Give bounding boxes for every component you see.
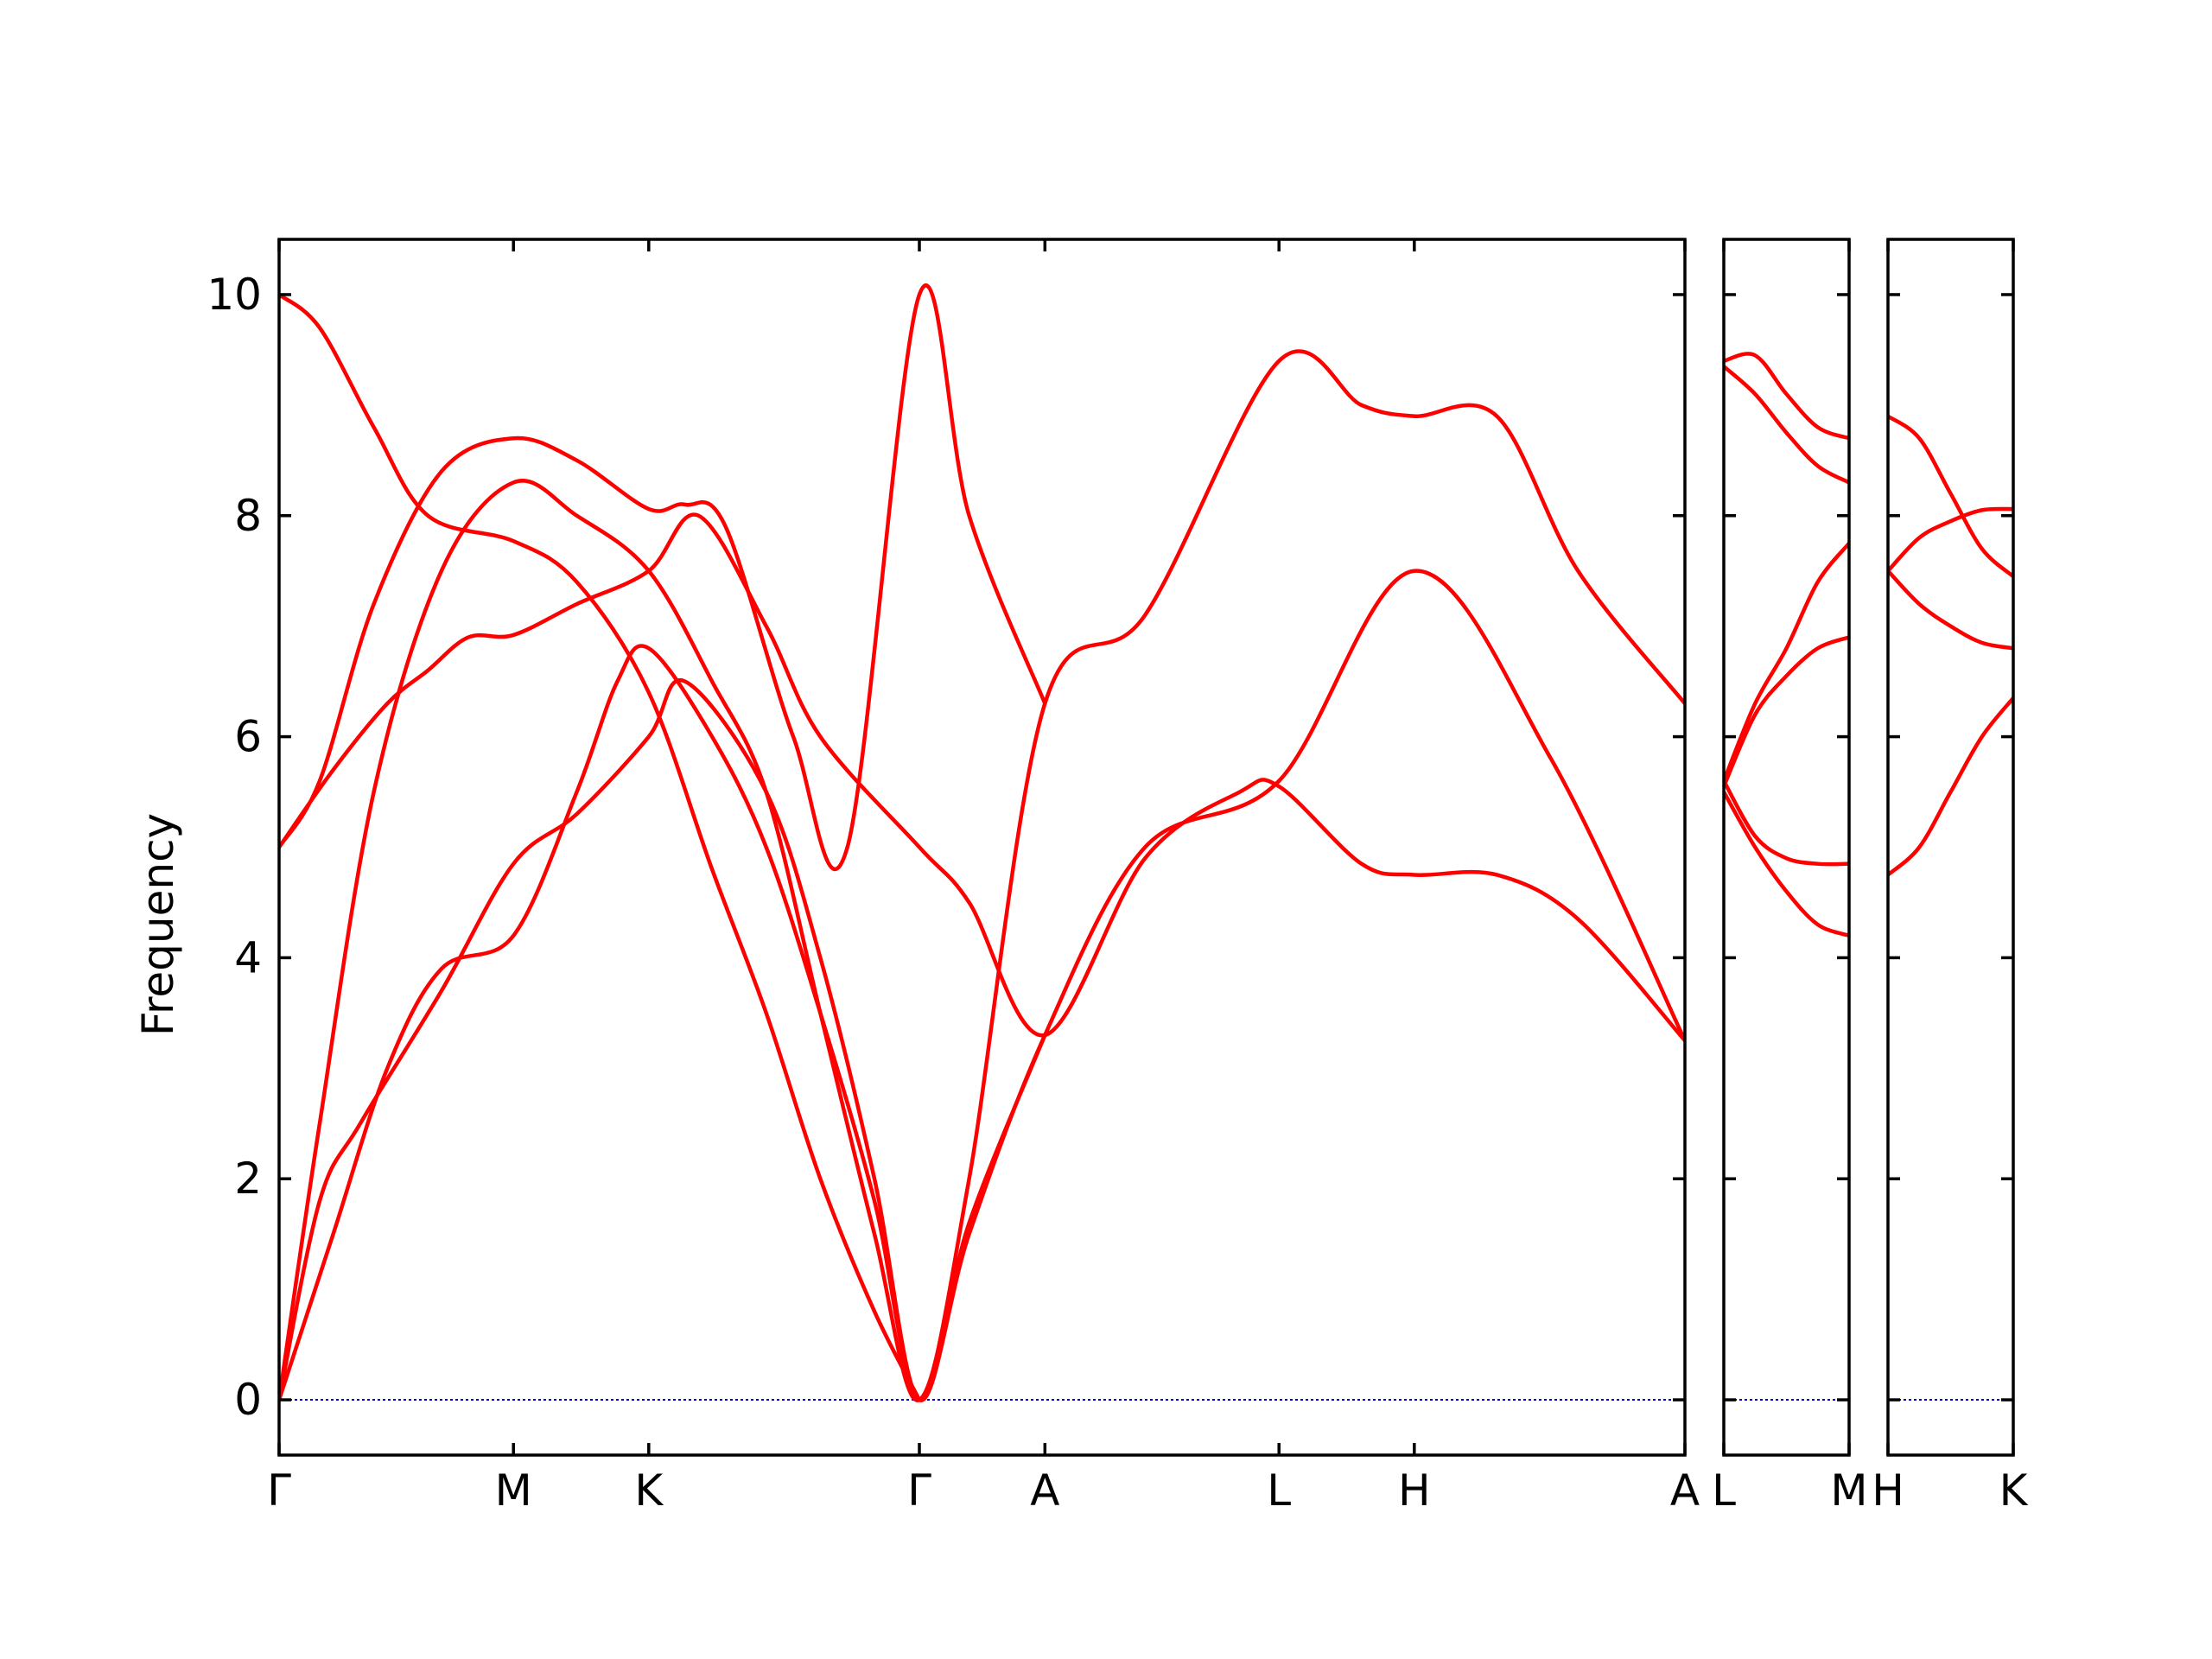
y-tick-label: 8	[234, 491, 262, 541]
band-6	[1724, 791, 1849, 938]
band-3	[279, 349, 1685, 1402]
y-tick-label: 6	[234, 712, 262, 762]
x-tick-label: H	[1398, 1465, 1431, 1516]
bands-p2	[1724, 352, 1849, 938]
band-6	[279, 283, 1047, 872]
x-tick-label: H	[1872, 1465, 1904, 1516]
y-tick-label: 10	[207, 270, 262, 320]
band-1	[279, 644, 1047, 1402]
y-tick-label: 0	[234, 1375, 262, 1425]
x-tick-label: L	[1712, 1465, 1736, 1516]
x-tick-label: Γ	[267, 1465, 291, 1516]
x-tick-label: K	[634, 1465, 664, 1516]
x-tick-label: A	[1030, 1465, 1059, 1516]
band-4	[279, 512, 1685, 1042]
band-5	[279, 293, 922, 1402]
x-tick-label: A	[1670, 1465, 1700, 1516]
band-1	[1888, 414, 2013, 578]
y-axis-label: Frequency	[133, 813, 183, 1036]
band-3	[1888, 569, 2013, 651]
x-tick-label: Γ	[907, 1465, 931, 1516]
band-3	[1724, 542, 1849, 782]
x-tick-label: M	[1830, 1465, 1867, 1516]
band-5	[1724, 779, 1849, 867]
band-2	[1888, 506, 2013, 573]
panel-frame	[1722, 238, 1851, 1457]
band-4	[1888, 696, 2013, 877]
x-tick-label: M	[495, 1465, 532, 1516]
panel-frame	[277, 238, 1687, 1457]
band-4	[1724, 635, 1849, 788]
panel-p1: 0 2 4 6 8 10 Γ M K Γ A L H A	[207, 238, 1700, 1516]
x-tick-label: L	[1267, 1465, 1291, 1516]
band-2	[279, 569, 1685, 1402]
x-tick-label: K	[1999, 1465, 2029, 1516]
bands-p3	[1888, 414, 2013, 877]
y-tick-label: 4	[234, 932, 262, 982]
band-1	[1724, 352, 1849, 441]
bands-p1	[279, 283, 1685, 1402]
y-tick-label: 2	[234, 1154, 262, 1204]
panel-frame	[1886, 238, 2015, 1457]
band-2	[1724, 365, 1849, 485]
